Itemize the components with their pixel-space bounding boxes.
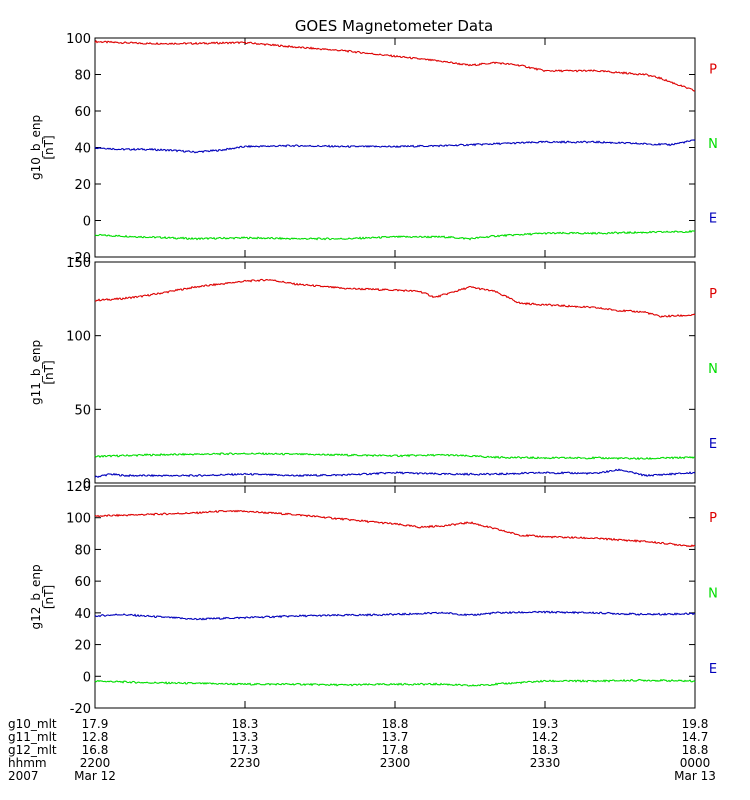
y-axis-unit: [nT] [42,360,56,384]
series-line-n [94,229,696,241]
x-tick-label: 2330 [530,756,561,770]
row-label: g10_mlt [8,717,57,731]
x-tick-label: 0000 [680,756,711,770]
row-label: g12_mlt [8,743,57,757]
y-tick-label: 40 [74,142,91,157]
x-tick-label: 13.7 [382,730,409,744]
y-tick-label: 100 [66,512,91,527]
x-tick-label: 2300 [380,756,411,770]
series-line-p [94,509,696,548]
series-line-p [94,39,696,92]
y-axis-label: g12_b_enp [29,564,43,629]
x-tick-label: 18.8 [682,743,709,757]
x-tick-label: 19.3 [532,717,559,731]
x-tick-label: 14.7 [682,730,709,744]
series-line-e [94,139,696,154]
y-tick-label: 60 [74,105,91,120]
y-axis-label: g10_b_enp [29,115,43,180]
y-tick-label: 0 [83,477,91,492]
y-tick-label: 50 [74,403,91,418]
legend-p: P [709,511,717,526]
y-tick-label: 100 [66,32,91,47]
x-tick-label: 18.8 [382,717,409,731]
y-axis-unit: [nT] [42,585,56,609]
x-tick-label: 17.9 [82,717,109,731]
y-tick-label: 120 [66,480,91,495]
y-tick-label: 40 [74,607,91,622]
y-tick-label: 0 [83,215,91,230]
series-line-e [94,468,696,479]
y-axis-unit: [nT] [42,135,56,159]
row-label: g11_mlt [8,730,57,744]
legend-p: P [709,63,717,78]
series-line-n [94,678,696,687]
legend-e: E [709,212,717,227]
legend-e: E [709,662,717,677]
row-label: 2007 [8,769,39,783]
panel-2: 0 50 100 150 g11_b_enp [nT] P N E [29,256,718,492]
x-tick-label: 16.8 [82,743,109,757]
series-line-n [94,451,696,461]
panel-3: -20 0 20 40 60 80 100 120 g12_b_enp [nT] P N E [29,480,718,717]
y-tick-label: -20 [70,702,91,717]
x-tick-label: Mar 13 [674,769,716,783]
legend-n: N [708,587,718,602]
y-tick-label: 150 [66,256,91,271]
x-tick-label: 2230 [230,756,261,770]
figure-title: GOES Magnetometer Data [295,17,493,35]
panel-1: -20 0 20 40 60 80 100 g10_b_enp [nT] P N E [29,32,718,266]
x-tick-label: 17.8 [382,743,409,757]
x-tick-label: 19.8 [682,717,709,731]
legend-n: N [708,137,718,152]
x-tick-label: 2200 [80,756,111,770]
x-tick-label: 14.2 [532,730,559,744]
y-tick-label: 80 [74,69,91,84]
x-tick-label: 18.3 [232,717,259,731]
row-label: hhmm [8,756,47,770]
y-tick-label: 0 [83,670,91,685]
legend-p: P [709,287,717,302]
plot-frame [94,261,696,484]
x-tick-label: 18.3 [532,743,559,757]
legend-e: E [709,437,717,452]
y-tick-label: 60 [74,575,91,590]
series-line-p [94,278,696,318]
y-tick-label: 100 [66,330,91,345]
x-tick-label: 17.3 [232,743,259,757]
y-tick-label: 20 [74,178,91,193]
y-tick-label: 20 [74,639,91,654]
x-tick-label: 13.3 [232,730,259,744]
y-axis-label: g11_b_enp [29,340,43,405]
x-tick-label: 12.8 [82,730,109,744]
x-tick-label: Mar 12 [74,769,116,783]
y-tick-label: -20 [70,251,91,266]
legend-n: N [708,362,718,377]
series-line-e [94,610,695,621]
y-tick-label: 80 [74,543,91,558]
plot-frame [94,485,696,709]
